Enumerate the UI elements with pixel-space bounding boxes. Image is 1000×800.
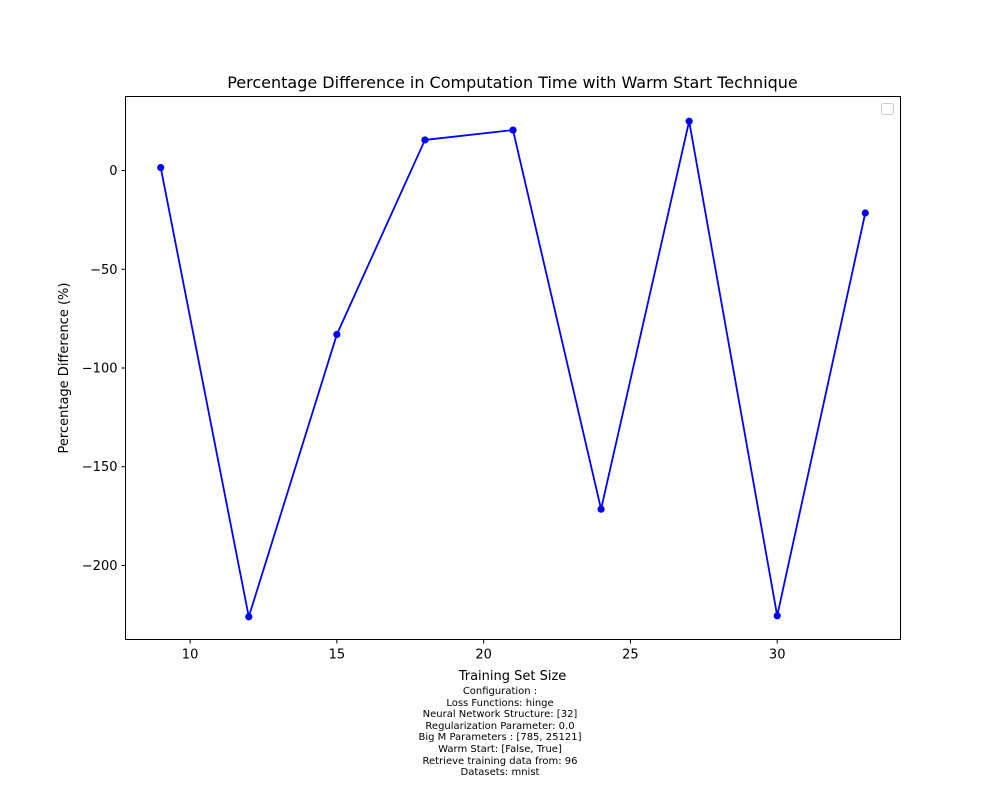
data-point [773, 612, 781, 620]
data-point [421, 136, 429, 144]
chart-title: Percentage Difference in Computation Tim… [227, 73, 798, 92]
series-line [159, 120, 867, 618]
x-tick-label: 10 [182, 648, 199, 663]
y-tick-label: −50 [90, 263, 117, 278]
caption-line: Big M Parameters : [785, 25121] [418, 732, 582, 744]
y-axis: 0 −50 −100 −150 −200 [82, 164, 126, 574]
configuration-caption: Configuration : Loss Functions: hinge Ne… [0, 686, 1000, 779]
caption-line: Retrieve training data from: 96 [422, 755, 578, 767]
plot-frame [125, 96, 901, 640]
x-tick-label: 30 [769, 648, 786, 663]
x-tick-label: 20 [475, 648, 492, 663]
caption-line: Configuration : [462, 686, 538, 697]
plot-area [157, 117, 869, 621]
legend-box [881, 103, 894, 115]
data-point [685, 117, 693, 125]
data-point [157, 163, 165, 172]
x-tick-label: 25 [622, 648, 639, 663]
caption-line: Regularization Parameter: 0.0 [425, 720, 575, 732]
data-point [333, 330, 341, 339]
y-tick-label: 0 [109, 164, 117, 179]
y-axis-label: Percentage Difference (%) [57, 283, 72, 454]
data-point [861, 209, 869, 217]
data-point [509, 126, 517, 134]
y-tick-label: −100 [82, 362, 118, 377]
caption-line: Datasets: mnist [460, 767, 540, 779]
caption-line: Neural Network Structure: [32] [422, 709, 578, 721]
x-axis-label: Training Set Size [458, 669, 567, 684]
x-tick-label: 15 [329, 648, 346, 663]
x-axis: 10 15 20 25 30 [182, 639, 786, 663]
caption-line: Warm Start: [False, True] [438, 743, 562, 755]
y-tick-label: −200 [82, 559, 118, 574]
data-point [245, 613, 253, 621]
caption-line: Loss Functions: hinge [446, 697, 554, 709]
y-tick-label: −150 [82, 460, 118, 475]
data-point [597, 505, 605, 513]
